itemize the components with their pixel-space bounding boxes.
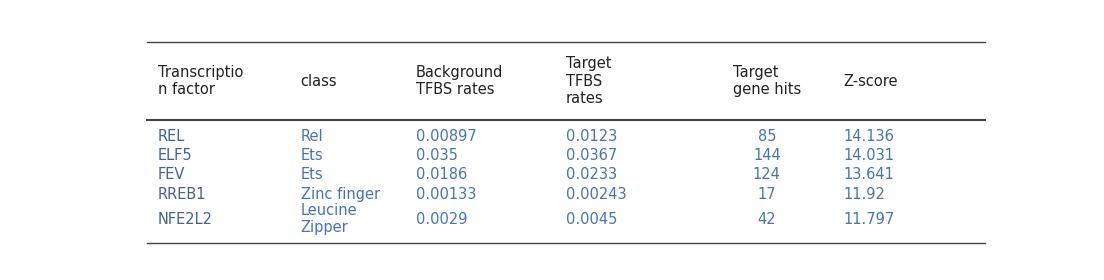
- Text: class: class: [300, 74, 337, 88]
- Text: 0.0367: 0.0367: [565, 148, 617, 163]
- Text: Rel: Rel: [300, 129, 323, 144]
- Text: REL: REL: [158, 129, 185, 144]
- Text: 0.0233: 0.0233: [565, 167, 617, 182]
- Text: Background
TFBS rates: Background TFBS rates: [416, 65, 503, 97]
- Text: 0.0186: 0.0186: [416, 167, 467, 182]
- Text: Target
TFBS
rates: Target TFBS rates: [565, 56, 612, 106]
- Text: 14.031: 14.031: [843, 148, 895, 163]
- Text: Ets: Ets: [300, 148, 323, 163]
- Text: Ets: Ets: [300, 167, 323, 182]
- Text: 0.035: 0.035: [416, 148, 458, 163]
- Text: 0.00897: 0.00897: [416, 129, 477, 144]
- Text: Zinc finger: Zinc finger: [300, 187, 380, 202]
- Text: FEV: FEV: [158, 167, 185, 182]
- Text: 0.0045: 0.0045: [565, 211, 617, 227]
- Text: Leucine
Zipper: Leucine Zipper: [300, 203, 358, 235]
- Text: ELF5: ELF5: [158, 148, 192, 163]
- Text: Target
gene hits: Target gene hits: [733, 65, 802, 97]
- Text: 11.797: 11.797: [843, 211, 895, 227]
- Text: 0.00133: 0.00133: [416, 187, 477, 202]
- Text: 124: 124: [753, 167, 781, 182]
- Text: NFE2L2: NFE2L2: [158, 211, 213, 227]
- Text: 14.136: 14.136: [843, 129, 894, 144]
- Text: 11.92: 11.92: [843, 187, 885, 202]
- Text: 85: 85: [757, 129, 776, 144]
- Text: 0.00243: 0.00243: [565, 187, 626, 202]
- Text: Transcriptio
n factor: Transcriptio n factor: [158, 65, 243, 97]
- Text: 17: 17: [757, 187, 776, 202]
- Text: 0.0123: 0.0123: [565, 129, 617, 144]
- Text: 13.641: 13.641: [843, 167, 894, 182]
- Text: 144: 144: [753, 148, 781, 163]
- Text: 42: 42: [757, 211, 776, 227]
- Text: RREB1: RREB1: [158, 187, 206, 202]
- Text: Z-score: Z-score: [843, 74, 899, 88]
- Text: 0.0029: 0.0029: [416, 211, 468, 227]
